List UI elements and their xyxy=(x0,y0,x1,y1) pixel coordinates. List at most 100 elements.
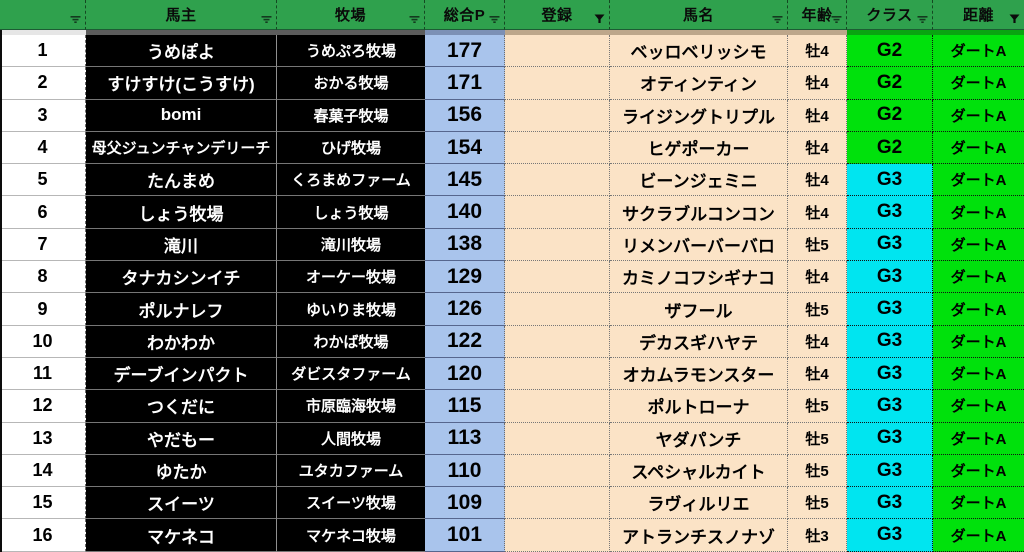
age-cell[interactable]: 牡4 xyxy=(788,164,847,197)
owner-cell[interactable]: 母父ジュンチャンデリーチ xyxy=(86,131,277,165)
class-cell[interactable]: G3 xyxy=(847,390,933,423)
total-points-cell[interactable]: 109 xyxy=(425,487,505,520)
class-cell[interactable]: G3 xyxy=(847,422,933,455)
row-number-cell[interactable]: 6 xyxy=(0,196,86,229)
class-cell[interactable]: G3 xyxy=(847,357,933,391)
horse-name-cell[interactable]: ライジングトリプル xyxy=(610,99,788,132)
entry-cell[interactable] xyxy=(505,261,610,294)
horse-name-cell[interactable]: ザフール xyxy=(610,293,788,326)
row-number-cell[interactable]: 13 xyxy=(0,422,86,455)
age-cell[interactable]: 牡4 xyxy=(788,196,847,229)
entry-cell[interactable] xyxy=(505,67,610,100)
age-cell[interactable]: 牡5 xyxy=(788,422,847,455)
distance-cell[interactable]: ダートA xyxy=(933,196,1024,229)
total-points-cell[interactable]: 115 xyxy=(425,390,505,423)
total-points-cell[interactable]: 140 xyxy=(425,196,505,229)
horse-name-cell[interactable]: ヒゲポーカー xyxy=(610,131,788,165)
row-number-cell[interactable]: 4 xyxy=(0,131,86,165)
horse-name-cell[interactable]: デカスギハヤテ xyxy=(610,325,788,358)
column-header[interactable]: 年齢 xyxy=(788,0,847,30)
row-number-cell[interactable]: 3 xyxy=(0,99,86,132)
distance-cell[interactable]: ダートA xyxy=(933,422,1024,455)
column-header[interactable]: 馬名 xyxy=(610,0,788,30)
total-points-cell[interactable]: 120 xyxy=(425,357,505,391)
distance-cell[interactable]: ダートA xyxy=(933,454,1024,488)
distance-cell[interactable]: ダートA xyxy=(933,35,1024,68)
owner-cell[interactable]: ポルナレフ xyxy=(86,293,277,326)
entry-cell[interactable] xyxy=(505,131,610,165)
row-number-cell[interactable]: 8 xyxy=(0,261,86,294)
farm-cell[interactable]: マケネコ牧場 xyxy=(277,519,425,552)
horse-name-cell[interactable]: ビーンジェミニ xyxy=(610,164,788,197)
distance-cell[interactable]: ダートA xyxy=(933,228,1024,262)
distance-cell[interactable]: ダートA xyxy=(933,99,1024,132)
class-cell[interactable]: G3 xyxy=(847,228,933,262)
row-number-cell[interactable]: 16 xyxy=(0,519,86,552)
distance-cell[interactable]: ダートA xyxy=(933,487,1024,520)
row-number-cell[interactable]: 12 xyxy=(0,390,86,423)
entry-cell[interactable] xyxy=(505,487,610,520)
column-header[interactable]: 牧場 xyxy=(277,0,425,30)
class-cell[interactable]: G3 xyxy=(847,325,933,358)
class-cell[interactable]: G2 xyxy=(847,35,933,68)
entry-cell[interactable] xyxy=(505,35,610,68)
row-number-cell[interactable]: 9 xyxy=(0,293,86,326)
farm-cell[interactable]: ユタカファーム xyxy=(277,454,425,488)
total-points-cell[interactable]: 154 xyxy=(425,131,505,165)
farm-cell[interactable]: わかば牧場 xyxy=(277,325,425,358)
horse-name-cell[interactable]: ベッロベリッシモ xyxy=(610,35,788,68)
entry-cell[interactable] xyxy=(505,357,610,391)
entry-cell[interactable] xyxy=(505,454,610,488)
age-cell[interactable]: 牡4 xyxy=(788,35,847,68)
total-points-cell[interactable]: 126 xyxy=(425,293,505,326)
row-number-cell[interactable]: 7 xyxy=(0,228,86,262)
class-cell[interactable]: G3 xyxy=(847,293,933,326)
age-cell[interactable]: 牡5 xyxy=(788,390,847,423)
age-cell[interactable]: 牡4 xyxy=(788,67,847,100)
age-cell[interactable]: 牡5 xyxy=(788,293,847,326)
distance-cell[interactable]: ダートA xyxy=(933,131,1024,165)
owner-cell[interactable]: たんまめ xyxy=(86,164,277,197)
class-cell[interactable]: G3 xyxy=(847,261,933,294)
row-number-cell[interactable]: 14 xyxy=(0,454,86,488)
age-cell[interactable]: 牡3 xyxy=(788,519,847,552)
class-cell[interactable]: G3 xyxy=(847,454,933,488)
horse-name-cell[interactable]: オティンティン xyxy=(610,67,788,100)
class-cell[interactable]: G2 xyxy=(847,67,933,100)
total-points-cell[interactable]: 101 xyxy=(425,519,505,552)
entry-cell[interactable] xyxy=(505,519,610,552)
total-points-cell[interactable]: 129 xyxy=(425,261,505,294)
distance-cell[interactable]: ダートA xyxy=(933,67,1024,100)
horse-name-cell[interactable]: オカムラモンスター xyxy=(610,357,788,391)
horse-name-cell[interactable]: ヤダパンチ xyxy=(610,422,788,455)
distance-cell[interactable]: ダートA xyxy=(933,261,1024,294)
owner-cell[interactable]: すけすけ(こうすけ) xyxy=(86,67,277,100)
farm-cell[interactable]: 市原臨海牧場 xyxy=(277,390,425,423)
horse-name-cell[interactable]: サクラブルコンコン xyxy=(610,196,788,229)
distance-cell[interactable]: ダートA xyxy=(933,325,1024,358)
farm-cell[interactable]: オーケー牧場 xyxy=(277,261,425,294)
owner-cell[interactable]: マケネコ xyxy=(86,519,277,552)
owner-cell[interactable]: わかわか xyxy=(86,325,277,358)
owner-cell[interactable]: うめぽよ xyxy=(86,35,277,68)
farm-cell[interactable]: スイーツ牧場 xyxy=(277,487,425,520)
age-cell[interactable]: 牡4 xyxy=(788,325,847,358)
farm-cell[interactable]: 人間牧場 xyxy=(277,422,425,455)
column-header[interactable]: 登録 xyxy=(505,0,610,30)
column-header[interactable]: 馬主 xyxy=(86,0,277,30)
owner-cell[interactable]: しょう牧場 xyxy=(86,196,277,229)
column-header[interactable]: 距離 xyxy=(933,0,1024,30)
owner-cell[interactable]: タナカシンイチ xyxy=(86,261,277,294)
distance-cell[interactable]: ダートA xyxy=(933,293,1024,326)
row-number-cell[interactable]: 2 xyxy=(0,67,86,100)
farm-cell[interactable]: 春菓子牧場 xyxy=(277,99,425,132)
horse-name-cell[interactable]: リメンバーバーバロ xyxy=(610,228,788,262)
entry-cell[interactable] xyxy=(505,164,610,197)
farm-cell[interactable]: ゆいりま牧場 xyxy=(277,293,425,326)
entry-cell[interactable] xyxy=(505,99,610,132)
row-number-cell[interactable]: 1 xyxy=(0,35,86,68)
age-cell[interactable]: 牡5 xyxy=(788,228,847,262)
class-cell[interactable]: G2 xyxy=(847,131,933,165)
distance-cell[interactable]: ダートA xyxy=(933,164,1024,197)
owner-cell[interactable]: 滝川 xyxy=(86,228,277,262)
